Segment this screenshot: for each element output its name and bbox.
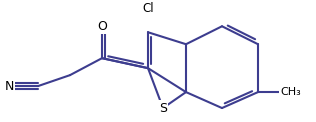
Text: Cl: Cl (142, 2, 154, 15)
Text: S: S (159, 102, 167, 115)
Text: N: N (5, 80, 14, 93)
Text: O: O (97, 20, 107, 33)
Text: CH₃: CH₃ (280, 87, 301, 97)
